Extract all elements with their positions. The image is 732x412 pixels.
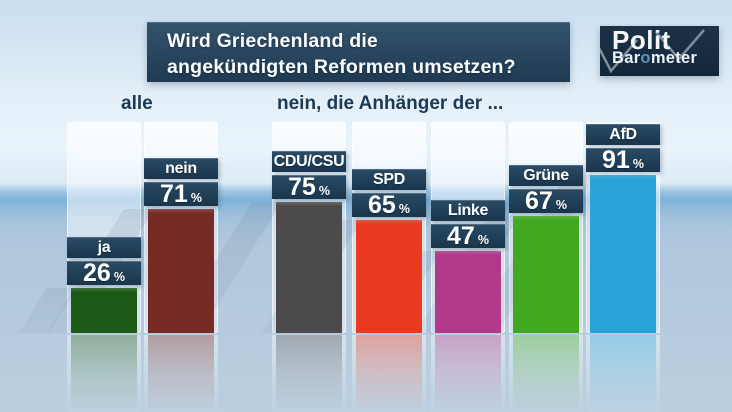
bar-name-badge: nein bbox=[144, 158, 218, 179]
bar-linke bbox=[435, 251, 501, 333]
bar-column-nein: nein 71% bbox=[46, 122, 218, 412]
bar-labels: CDU/CSU 75% bbox=[272, 151, 346, 200]
bar-labels: ja 26% bbox=[67, 237, 141, 286]
bar-reflection bbox=[509, 335, 583, 412]
bar-column-cdu-csu: CDU/CSU 75% bbox=[170, 122, 346, 412]
bar-afd bbox=[590, 175, 656, 333]
bar-ja bbox=[71, 288, 137, 333]
bar-column-linke: Linke 47% bbox=[359, 122, 505, 412]
bar-name-badge: Linke bbox=[431, 200, 505, 221]
bar-value-badge: 67% bbox=[509, 189, 583, 214]
politbarometer-logo: Polit Barometer bbox=[600, 26, 719, 76]
bar-reflection bbox=[586, 335, 660, 412]
bar-value-badge: 91% bbox=[586, 148, 660, 173]
bar-labels: Linke 47% bbox=[431, 200, 505, 249]
bar-value-badge: 71% bbox=[144, 182, 218, 207]
bar-reflection bbox=[144, 335, 218, 412]
bar-value-badge: 75% bbox=[272, 175, 346, 200]
bar-column-afd: AfD 91% bbox=[467, 122, 660, 412]
bar-reflection bbox=[272, 335, 346, 412]
bar-value-badge: 26% bbox=[67, 261, 141, 286]
bar-labels: nein 71% bbox=[144, 158, 218, 207]
bar-column-ja: ja 26% bbox=[18, 122, 141, 412]
bar-value-badge: 65% bbox=[352, 193, 426, 218]
bar-spd bbox=[356, 220, 422, 333]
question-box: Wird Griechenland die angekündigten Refo… bbox=[147, 22, 570, 82]
bar-reflection bbox=[352, 335, 426, 412]
bar-gruene bbox=[513, 216, 579, 333]
question-line1: Wird Griechenland die bbox=[167, 30, 378, 52]
bar-column-spd: SPD 65% bbox=[261, 122, 426, 412]
bar-labels: AfD 91% bbox=[586, 124, 660, 173]
bar-name-badge: AfD bbox=[586, 124, 660, 145]
bar-reflection bbox=[67, 335, 141, 412]
group-label-alle: alle bbox=[121, 93, 153, 114]
bar-value-badge: 47% bbox=[431, 224, 505, 249]
bar-name-badge: SPD bbox=[352, 169, 426, 190]
group-label-supporters: nein, die Anhänger der ... bbox=[277, 93, 504, 114]
checkmark-icon bbox=[600, 29, 705, 74]
bar-reflection bbox=[431, 335, 505, 412]
bar-name-badge: ja bbox=[67, 237, 141, 258]
question-line2: angekündigten Reformen umsetzen? bbox=[167, 56, 516, 78]
bar-cdu-csu bbox=[276, 202, 342, 333]
bar-chart: ja 26% nein 71% CDU/CSU 75% bbox=[0, 122, 732, 412]
logo-text-polit: Polit bbox=[612, 26, 671, 55]
bar-labels: SPD 65% bbox=[352, 169, 426, 218]
bar-nein bbox=[148, 209, 214, 333]
bar-column-gruene: Grüne 67% bbox=[415, 122, 583, 412]
bar-name-badge: Grüne bbox=[509, 165, 583, 186]
logo-text-barometer: Barometer bbox=[612, 49, 698, 67]
bar-name-badge: CDU/CSU bbox=[272, 151, 346, 172]
bar-labels: Grüne 67% bbox=[509, 165, 583, 214]
